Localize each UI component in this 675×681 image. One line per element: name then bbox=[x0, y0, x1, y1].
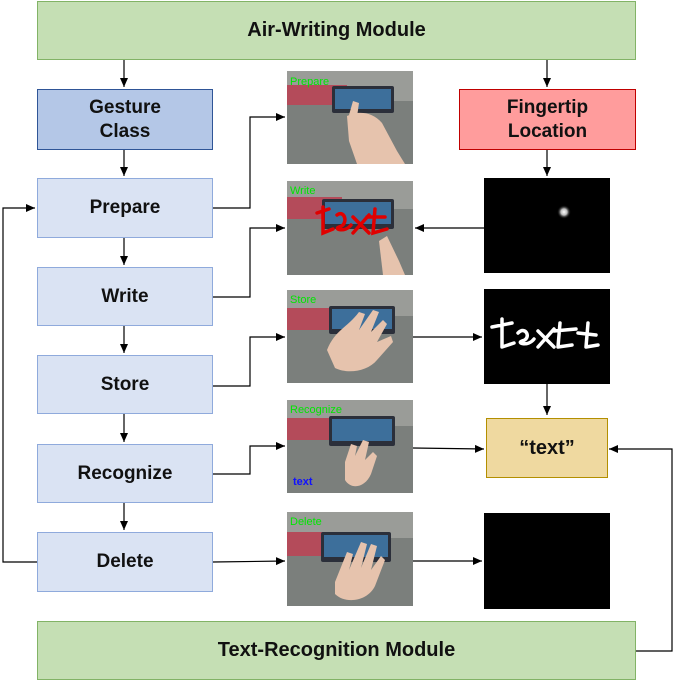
frame-recognize-label: Recognize bbox=[290, 404, 342, 416]
arrow-text-module-to-result bbox=[609, 445, 673, 652]
recognized-result-box: “text” bbox=[486, 418, 608, 478]
arrow-delete-to-prepare bbox=[2, 204, 37, 563]
state-recognize-label: Recognize bbox=[77, 462, 173, 484]
fingertip-location-label: Fingertip Location bbox=[506, 96, 589, 142]
arrow-recognize-to-frame bbox=[213, 442, 285, 475]
air-writing-module: Air-Writing Module bbox=[37, 1, 636, 60]
arrow-write-to-frame bbox=[213, 224, 285, 298]
cleared-canvas bbox=[484, 513, 610, 609]
heatmap-dot bbox=[557, 205, 571, 219]
state-recognize: Recognize bbox=[37, 444, 213, 503]
fingertip-heatmap bbox=[484, 178, 610, 273]
fingertip-location-box: Fingertip Location bbox=[459, 89, 636, 150]
state-store: Store bbox=[37, 355, 213, 414]
stored-trajectory-drawing bbox=[490, 317, 600, 349]
frame-prepare-photo bbox=[287, 71, 413, 164]
frame-prepare-label: Prepare bbox=[290, 76, 330, 88]
frame-write: Write bbox=[287, 181, 413, 275]
stored-trajectory-canvas: text bbox=[484, 289, 610, 384]
frame-store-label: Store bbox=[290, 294, 317, 306]
frame-write-photo bbox=[287, 181, 413, 275]
state-write-label: Write bbox=[101, 285, 149, 307]
recognized-text-overlay: text bbox=[293, 476, 313, 488]
state-delete-label: Delete bbox=[96, 551, 154, 573]
frame-delete-photo bbox=[287, 512, 413, 606]
state-store-label: Store bbox=[100, 373, 150, 395]
frame-recognize: Recognize text bbox=[287, 400, 413, 493]
frame-prepare: Prepare bbox=[287, 71, 413, 164]
gesture-class-box: Gesture Class bbox=[37, 89, 213, 150]
frame-store-photo bbox=[287, 290, 413, 383]
recognized-result-label: “text” bbox=[519, 436, 575, 459]
arrow-store-to-frame bbox=[213, 333, 285, 387]
gesture-class-label: Gesture Class bbox=[89, 96, 161, 142]
text-recognition-module: Text-Recognition Module bbox=[37, 621, 636, 680]
frame-recognize-photo bbox=[287, 400, 413, 493]
arrow-recognize-frame-to-result bbox=[412, 444, 485, 453]
state-prepare: Prepare bbox=[37, 178, 213, 238]
state-prepare-label: Prepare bbox=[89, 197, 161, 219]
arrow-delete-to-frame bbox=[212, 557, 286, 566]
air-writing-module-label: Air-Writing Module bbox=[247, 19, 426, 41]
state-write: Write bbox=[37, 267, 213, 326]
arrow-prepare-to-frame bbox=[213, 113, 285, 209]
frame-write-label: Write bbox=[290, 185, 316, 197]
frame-delete-label: Delete bbox=[290, 516, 322, 528]
frame-store: Store bbox=[287, 290, 413, 383]
text-recognition-module-label: Text-Recognition Module bbox=[217, 639, 456, 661]
state-delete: Delete bbox=[37, 532, 213, 592]
frame-delete: Delete bbox=[287, 512, 413, 606]
